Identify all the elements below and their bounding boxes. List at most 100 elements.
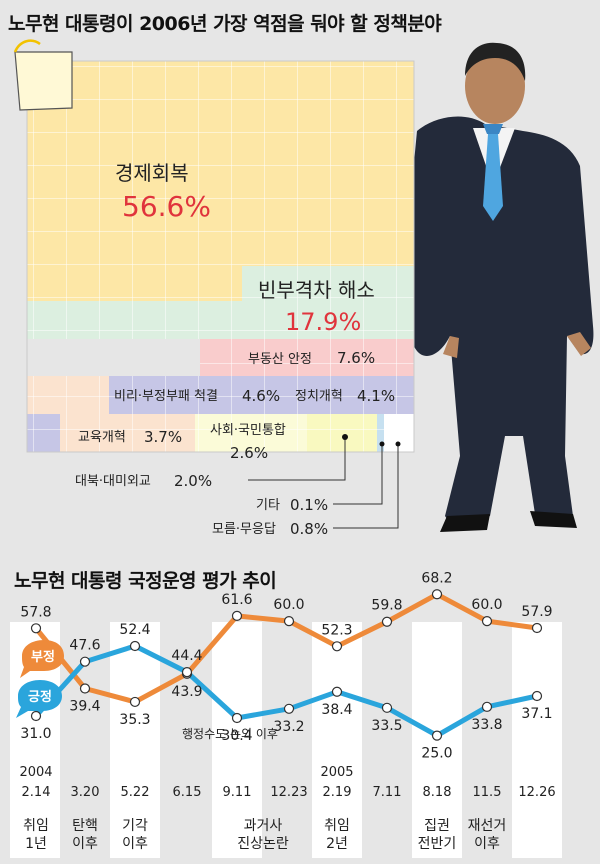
note-curl-icon xyxy=(13,39,41,53)
positive-value-label: 52.4 xyxy=(119,622,150,638)
negative-point xyxy=(431,589,443,600)
tm-politics-small-grid xyxy=(27,414,60,452)
x-tick-label: 12.26 xyxy=(518,785,555,800)
negative-value-label: 59.8 xyxy=(371,598,402,614)
negative-value-label: 35.3 xyxy=(119,712,150,728)
value-diplomacy: 2.0% xyxy=(174,472,212,490)
trend-panel xyxy=(0,552,600,864)
positive-point xyxy=(331,686,343,697)
event-label: 취임 xyxy=(324,818,350,834)
annotation-capital: 행정수도 논의 이후 xyxy=(182,726,278,741)
tm-economy-grid xyxy=(27,61,414,266)
value-other: 0.1% xyxy=(290,496,328,514)
positive-value-label: 31.0 xyxy=(20,726,51,742)
positive-value-label: 47.6 xyxy=(69,638,100,654)
label-corruption: 비리·부정부패 척결 xyxy=(114,389,218,404)
label-inequality: 빈부격차 해소 xyxy=(258,278,375,302)
event-label: 탄핵 xyxy=(72,818,98,834)
negative-point xyxy=(231,610,243,621)
negative-value-label: 60.0 xyxy=(471,597,502,613)
positive-value-label: 33.8 xyxy=(471,717,502,733)
positive-point xyxy=(481,701,493,712)
value-education: 3.7% xyxy=(144,428,182,446)
label-education: 교육개혁 xyxy=(78,430,126,445)
tm-diplomacy-grid xyxy=(307,414,377,452)
x-tick-label: 12.23 xyxy=(270,785,307,800)
x-tick-label: 2.19 xyxy=(323,785,352,800)
positive-value-label: 38.4 xyxy=(321,702,352,718)
value-noresponse: 0.8% xyxy=(290,520,328,538)
label-politics: 정치개혁 xyxy=(295,389,343,404)
negative-value-label: 39.4 xyxy=(69,699,100,715)
positive-value-label: 30.4 xyxy=(221,728,252,744)
x-tick-label: 8.18 xyxy=(423,785,452,800)
column-band xyxy=(512,622,562,858)
label-other: 기타 xyxy=(256,498,280,513)
event-label: 기각 xyxy=(122,818,148,834)
positive-value-label: 25.0 xyxy=(421,746,452,762)
callout-dot-other xyxy=(379,441,385,447)
callout-line-diplomacy xyxy=(248,437,346,481)
negative-point xyxy=(531,622,543,634)
positive-point xyxy=(30,710,42,722)
event-label: 재선거 xyxy=(468,818,507,834)
tm-economy-grid xyxy=(27,266,242,301)
trend-chart: 57.8 31.0 39.4 47.6 35.3 52.4 43.9 44.4 61.6 30.4… xyxy=(10,570,562,858)
negative-point xyxy=(79,683,91,694)
legend-negative: 부정 xyxy=(20,640,64,678)
note-icon xyxy=(14,51,73,111)
value-corruption: 4.6% xyxy=(242,387,280,405)
positive-value-label: 33.2 xyxy=(273,719,304,735)
tm-politics-grid xyxy=(282,376,414,414)
legend-positive-label: 긍정 xyxy=(28,689,52,705)
event-label: 전반기 xyxy=(418,836,457,852)
positive-value-label: 33.5 xyxy=(371,718,402,734)
tm-corruption-grid xyxy=(109,376,282,414)
negative-point xyxy=(283,615,295,627)
callout-line-noresponse xyxy=(333,444,399,529)
negative-point xyxy=(481,615,493,627)
x-tick-label: 3.20 xyxy=(71,785,100,800)
event-label: 집권 xyxy=(424,818,450,834)
column-band xyxy=(212,622,262,858)
positive-point xyxy=(79,656,91,667)
legend-negative-label: 부정 xyxy=(31,649,55,665)
positive-value-label: 44.4 xyxy=(171,648,202,664)
positive-point xyxy=(531,690,543,702)
positive-point xyxy=(431,730,443,741)
tm-education-left-grid xyxy=(27,376,109,414)
tm-realestate-grid xyxy=(200,339,414,376)
x-tick-label: 9.11 xyxy=(223,785,252,800)
x-tick-label: 6.15 xyxy=(173,785,202,800)
event-label: 이후 xyxy=(72,836,98,852)
x-tick-label: 5.22 xyxy=(121,785,150,800)
label-social: 사회·국민통합 xyxy=(210,423,286,438)
negative-value-label: 68.2 xyxy=(421,570,452,586)
positive-point xyxy=(181,667,193,678)
tm-noresponse-grid xyxy=(384,414,414,452)
negative-value-label: 57.8 xyxy=(20,604,51,620)
event-label: 2년 xyxy=(326,836,348,852)
x-tick-year: 2004 xyxy=(19,765,52,780)
label-diplomacy: 대북·대미외교 xyxy=(75,474,151,489)
x-tick-label: 11.5 xyxy=(473,785,502,800)
event-label: 1년 xyxy=(25,836,47,852)
legend-positive: 긍정 xyxy=(16,680,62,718)
negative-value-label: 52.3 xyxy=(321,622,352,638)
callout-line-other xyxy=(333,444,383,505)
event-label: 취임 xyxy=(23,818,49,834)
tm-inequality-grid xyxy=(242,266,414,301)
label-noresponse: 모름·무응답 xyxy=(212,522,276,537)
event-label: 진상논란 xyxy=(237,836,289,852)
positive-point xyxy=(231,712,243,724)
event-label: 과거사 xyxy=(244,818,283,834)
value-economy: 56.6% xyxy=(122,190,211,223)
callout-dot-diplomacy xyxy=(342,434,348,440)
tm-education-grid xyxy=(60,414,195,452)
negative-point xyxy=(381,616,393,627)
treemap-title: 노무현 대통령이 2006년 가장 역점을 둬야 할 정책분야 xyxy=(8,13,442,35)
value-politics: 4.1% xyxy=(357,387,395,405)
value-inequality: 17.9% xyxy=(285,308,361,336)
callout-dot-noresponse xyxy=(395,441,401,447)
positive-point xyxy=(283,703,295,714)
